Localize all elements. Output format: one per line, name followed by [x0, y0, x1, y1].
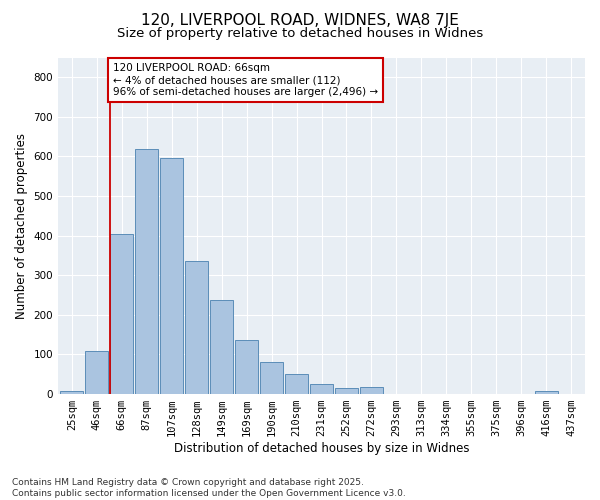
Text: 120, LIVERPOOL ROAD, WIDNES, WA8 7JE: 120, LIVERPOOL ROAD, WIDNES, WA8 7JE — [141, 12, 459, 28]
Text: Contains HM Land Registry data © Crown copyright and database right 2025.
Contai: Contains HM Land Registry data © Crown c… — [12, 478, 406, 498]
Bar — [260, 362, 283, 394]
Bar — [160, 158, 183, 394]
Bar — [110, 234, 133, 394]
Bar — [60, 392, 83, 394]
Bar — [235, 340, 258, 394]
Bar — [310, 384, 333, 394]
Y-axis label: Number of detached properties: Number of detached properties — [15, 133, 28, 319]
Bar — [135, 148, 158, 394]
Bar — [85, 350, 108, 394]
Bar — [210, 300, 233, 394]
X-axis label: Distribution of detached houses by size in Widnes: Distribution of detached houses by size … — [174, 442, 469, 455]
Bar — [535, 391, 558, 394]
Bar — [335, 388, 358, 394]
Bar — [185, 262, 208, 394]
Text: 120 LIVERPOOL ROAD: 66sqm
← 4% of detached houses are smaller (112)
96% of semi-: 120 LIVERPOOL ROAD: 66sqm ← 4% of detach… — [113, 64, 378, 96]
Text: Size of property relative to detached houses in Widnes: Size of property relative to detached ho… — [117, 28, 483, 40]
Bar — [285, 374, 308, 394]
Bar — [360, 387, 383, 394]
